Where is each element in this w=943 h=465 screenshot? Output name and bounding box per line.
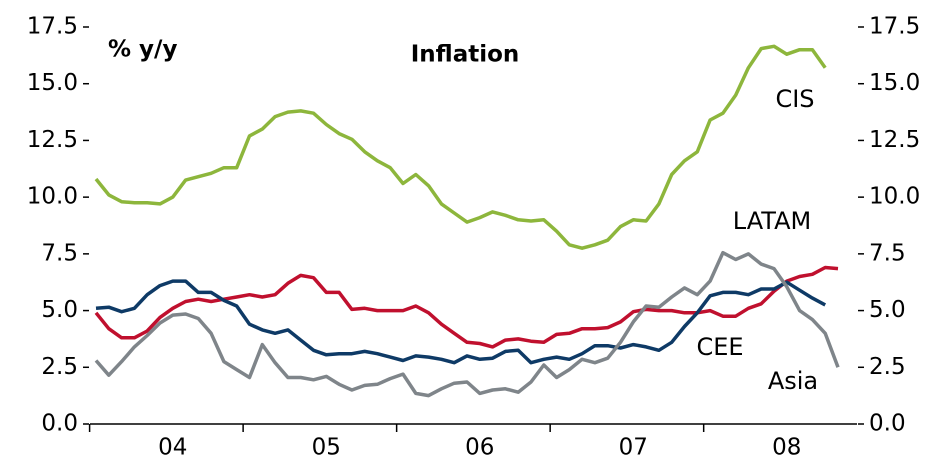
series-line: [94, 265, 839, 349]
y2-tick-label: 17.5: [869, 14, 920, 40]
x-tick-label: 07: [619, 435, 648, 461]
series-label: Asia: [768, 367, 818, 395]
y2-tick-label: 0.0: [869, 411, 906, 437]
y-tick-label: 7.5: [41, 240, 78, 266]
y-tick-label: 12.5: [27, 127, 78, 153]
series-label: CEE: [696, 333, 743, 361]
y-tick-label: 17.5: [27, 14, 78, 40]
y2-tick-label: 15.0: [869, 70, 920, 96]
x-tick-label: 05: [312, 435, 341, 461]
y-tick-label: 0.0: [41, 411, 78, 437]
series-label: CIS: [775, 85, 814, 113]
y-tick-label: 5.0: [41, 297, 78, 323]
y2-tick-label: 2.5: [869, 354, 906, 380]
series-label: LATAM: [733, 207, 811, 235]
chart-title: Inflation: [411, 42, 520, 68]
series-line: [94, 250, 840, 398]
y2-tick-label: 12.5: [869, 127, 920, 153]
series-line: [94, 44, 827, 250]
x-tick-label: 06: [465, 435, 494, 461]
y2-tick-label: 10.0: [869, 184, 920, 210]
y-tick-label: 15.0: [27, 70, 78, 96]
y2-tick-label: 5.0: [869, 297, 906, 323]
x-tick-label: 08: [772, 435, 801, 461]
y2-tick-label: 7.5: [869, 240, 906, 266]
y-axis-label: % y/y: [108, 37, 177, 63]
series-line: [95, 279, 827, 365]
x-tick-label: 04: [158, 435, 187, 461]
y-tick-label: 2.5: [41, 354, 78, 380]
y-tick-label: 10.0: [27, 184, 78, 210]
